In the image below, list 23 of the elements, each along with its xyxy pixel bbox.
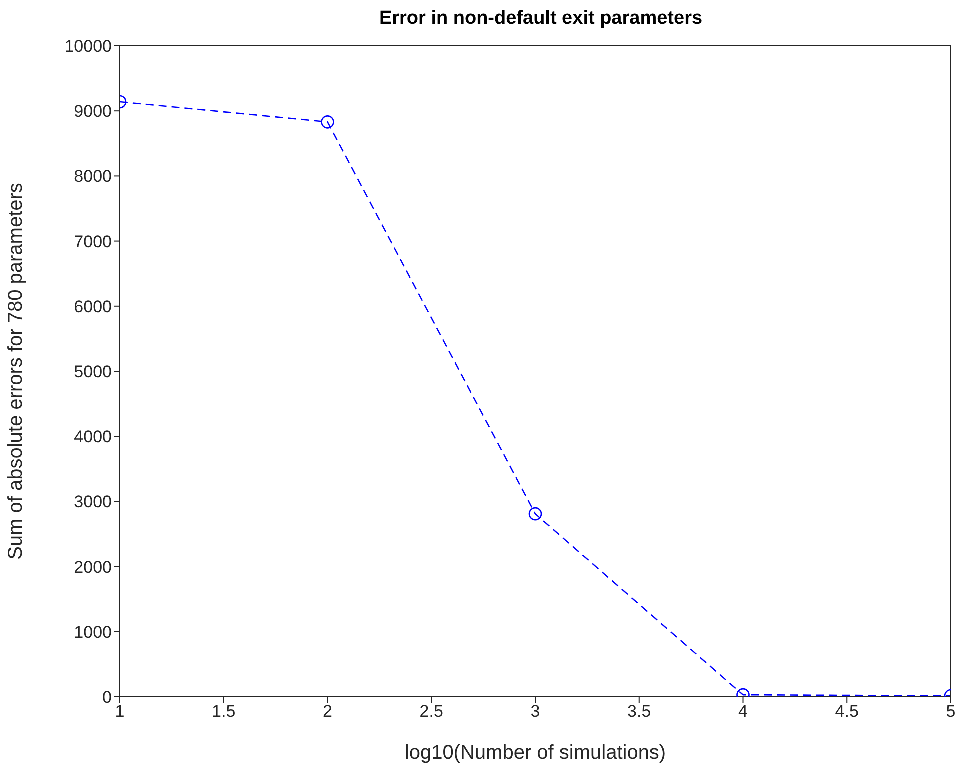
y-tick-label: 1000 [74,622,112,642]
x-tick-label: 3.5 [628,702,652,722]
x-tick-label: 3 [530,702,540,722]
x-tick-label: 2 [323,702,332,722]
x-tick-label: 4.5 [835,702,859,722]
x-tick-label: 1.5 [212,702,236,722]
y-tick-label: 3000 [74,492,112,512]
y-tick-label: 8000 [74,167,112,186]
y-tick-label: 7000 [74,232,112,252]
y-tick-label: 4000 [74,428,112,447]
x-tick-label: 4 [738,702,748,722]
y-tick-label: 10000 [64,37,112,56]
x-tick-label: 1 [115,702,125,722]
y-tick-label: 6000 [74,297,112,316]
y-tick-label: 5000 [74,362,112,382]
y-tick-label: 0 [102,688,112,708]
x-axis-title: log10(Number of simulations) [404,742,666,764]
x-tick-label: 2.5 [420,702,444,722]
y-axis-title: Sum of absolute errors for 780 parameters [5,183,28,560]
y-tick-label: 2000 [74,558,112,577]
x-tick-label: 5 [946,702,956,722]
y-tick-label: 9000 [74,102,112,122]
chart-title: Error in non-default exit parameters [378,8,704,30]
